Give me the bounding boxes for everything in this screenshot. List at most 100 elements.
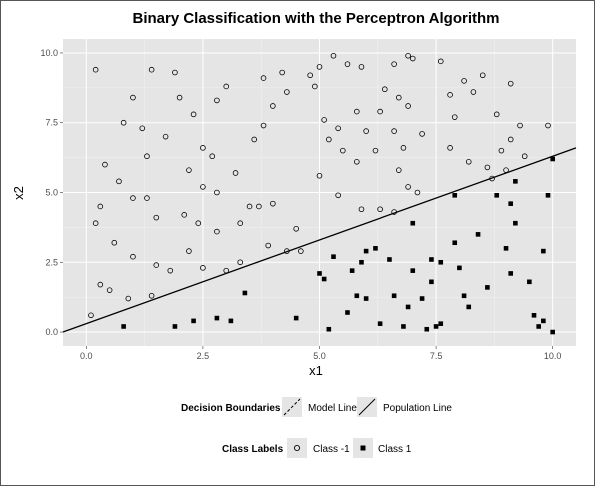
point-class-neg <box>395 167 402 173</box>
point-class-neg <box>162 133 169 140</box>
point-class-neg <box>405 184 411 190</box>
point-class-pos <box>550 329 555 335</box>
point-class-pos <box>387 257 392 262</box>
legend-label-model-line: Model Line <box>308 403 357 414</box>
point-class-neg <box>130 253 136 260</box>
point-class-neg <box>181 212 188 218</box>
point-class-pos <box>349 268 355 273</box>
point-class-neg <box>172 69 178 76</box>
legend-filled-square-icon <box>360 445 366 451</box>
point-class-pos <box>373 246 378 251</box>
point-class-pos <box>354 293 360 299</box>
point-class-neg <box>237 259 244 266</box>
population-line <box>62 147 577 333</box>
point-class-neg <box>232 170 239 176</box>
point-class-neg <box>340 147 346 154</box>
point-class-neg <box>97 281 104 288</box>
point-class-neg <box>270 103 276 109</box>
legend-class-labels: Class Labels Class -1 Class 1 <box>222 438 412 458</box>
point-class-neg <box>405 103 411 109</box>
point-class-pos <box>391 293 397 299</box>
point-class-neg <box>167 267 174 274</box>
point-class-neg <box>176 94 183 101</box>
point-class-neg <box>223 83 230 90</box>
point-class-neg <box>120 119 127 126</box>
point-class-neg <box>190 111 197 118</box>
point-class-neg <box>321 117 327 123</box>
point-class-pos <box>541 248 546 254</box>
x-tick-label: 2.5 <box>197 351 210 361</box>
point-class-pos <box>457 265 462 271</box>
y-tick-label: 7.5 <box>45 118 58 128</box>
point-class-neg <box>517 122 523 129</box>
point-class-neg <box>88 312 94 319</box>
point-class-neg <box>144 195 150 201</box>
x-tick-label: 7.5 <box>430 351 443 361</box>
point-class-pos <box>475 232 481 237</box>
x-axis-label: x1 <box>309 363 323 378</box>
point-class-neg <box>251 136 258 143</box>
point-class-pos <box>345 310 350 315</box>
point-class-neg <box>358 206 365 213</box>
data-points <box>88 52 555 335</box>
x-tick-label: 5.0 <box>313 351 326 361</box>
point-class-pos <box>293 315 299 321</box>
point-class-neg <box>209 153 216 160</box>
point-class-pos <box>121 324 126 329</box>
legend-decision-boundaries: Decision Boundaries Model Line Populatio… <box>181 397 452 417</box>
legend-dashed-line-icon <box>283 398 301 416</box>
point-class-pos <box>536 324 541 329</box>
point-class-neg <box>97 203 104 210</box>
point-class-neg <box>419 131 425 137</box>
point-class-neg <box>200 145 206 151</box>
point-class-pos <box>508 201 514 206</box>
point-class-neg <box>195 220 202 227</box>
point-class-neg <box>116 178 122 185</box>
point-class-neg <box>447 145 453 151</box>
point-class-neg <box>130 195 136 201</box>
point-class-neg <box>102 161 108 168</box>
x-tick-label: 10.0 <box>544 351 562 361</box>
point-class-neg <box>111 239 118 246</box>
point-class-pos <box>321 276 327 282</box>
point-class-neg <box>372 147 379 154</box>
point-class-neg <box>521 153 528 160</box>
point-class-neg <box>354 159 360 165</box>
point-class-neg <box>358 64 365 70</box>
point-class-neg <box>139 125 146 132</box>
point-class-neg <box>335 125 341 132</box>
point-class-neg <box>400 145 407 151</box>
point-class-pos <box>438 321 444 326</box>
point-class-pos <box>424 326 430 332</box>
point-class-neg <box>92 66 99 73</box>
point-class-neg <box>200 184 206 190</box>
point-class-neg <box>223 267 230 274</box>
point-class-neg <box>312 83 318 90</box>
point-class-pos <box>503 246 509 251</box>
point-class-pos <box>410 268 416 273</box>
point-class-neg <box>354 108 360 115</box>
point-class-pos <box>363 248 369 254</box>
legend-key-class-neg <box>287 438 307 458</box>
point-class-neg <box>279 69 285 76</box>
point-class-pos <box>485 285 490 290</box>
point-class-neg <box>200 265 206 271</box>
point-class-neg <box>144 153 150 160</box>
point-class-pos <box>405 304 411 310</box>
decision-lines <box>62 147 577 333</box>
point-class-pos <box>363 296 369 301</box>
point-class-neg <box>316 64 323 70</box>
point-class-pos <box>466 304 472 310</box>
y-axis-label: x2 <box>11 186 26 200</box>
point-class-neg <box>377 206 383 213</box>
point-class-neg <box>447 92 453 98</box>
legend-label-population-line: Population Line <box>383 403 452 414</box>
point-class-neg <box>260 75 267 81</box>
point-class-neg <box>437 58 444 65</box>
point-class-pos <box>410 220 416 226</box>
point-class-neg <box>344 61 351 67</box>
point-class-pos <box>494 192 500 198</box>
point-class-neg <box>498 147 505 154</box>
point-class-neg <box>391 61 397 67</box>
